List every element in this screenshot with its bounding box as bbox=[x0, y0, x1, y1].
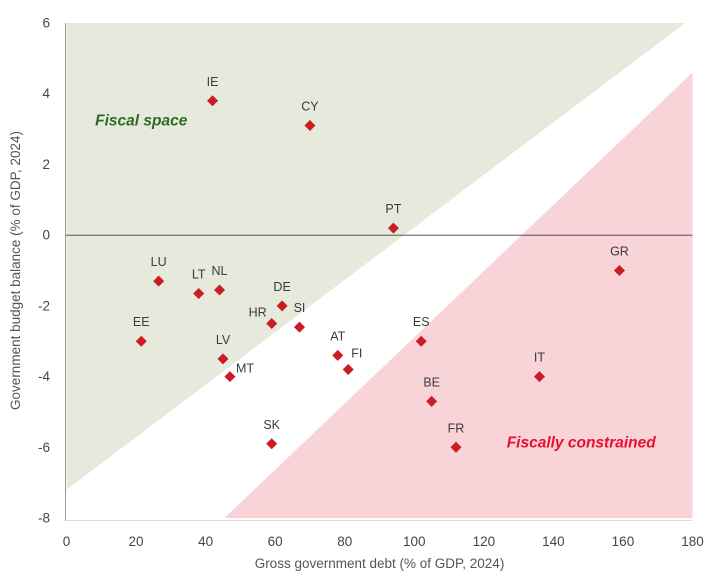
point-label-LT: LT bbox=[192, 267, 206, 281]
region-fiscal-space bbox=[66, 23, 686, 490]
point-label-LU: LU bbox=[151, 255, 167, 269]
y-tick-6: 6 bbox=[42, 16, 50, 31]
point-label-IT: IT bbox=[534, 351, 545, 365]
data-point-NL bbox=[214, 284, 226, 296]
data-point-FI bbox=[342, 364, 354, 375]
y-tick--8: -8 bbox=[38, 511, 50, 526]
data-point-BE bbox=[426, 395, 438, 407]
data-point-IE bbox=[207, 95, 219, 107]
y-tick--4: -4 bbox=[38, 369, 50, 384]
point-label-MT: MT bbox=[236, 362, 254, 376]
region-annotation-fiscal-space: Fiscal space bbox=[95, 113, 188, 130]
point-label-FR: FR bbox=[448, 421, 465, 435]
point-label-BE: BE bbox=[423, 375, 440, 389]
point-label-EE: EE bbox=[133, 315, 150, 329]
x-tick-100: 100 bbox=[403, 534, 426, 549]
data-point-SK bbox=[266, 438, 278, 450]
y-tick-0: 0 bbox=[42, 228, 50, 243]
x-tick-140: 140 bbox=[542, 534, 565, 549]
point-label-NL: NL bbox=[212, 264, 228, 278]
point-label-CY: CY bbox=[301, 100, 319, 114]
x-tick-20: 20 bbox=[129, 534, 144, 549]
data-point-LT bbox=[193, 287, 205, 299]
point-label-IE: IE bbox=[207, 75, 219, 89]
data-point-IT bbox=[533, 371, 545, 383]
point-label-HR: HR bbox=[249, 306, 267, 320]
data-point-DE bbox=[276, 300, 288, 312]
y-tick-4: 4 bbox=[42, 86, 50, 101]
point-label-LV: LV bbox=[216, 333, 231, 347]
x-tick-80: 80 bbox=[337, 534, 352, 549]
y-tick-2: 2 bbox=[42, 157, 50, 172]
point-label-SK: SK bbox=[263, 418, 280, 432]
point-label-PT: PT bbox=[385, 202, 401, 216]
x-tick-120: 120 bbox=[473, 534, 496, 549]
data-point-MT bbox=[224, 371, 236, 383]
point-label-FI: FI bbox=[351, 347, 362, 361]
x-axis-title: Gross government debt (% of GDP, 2024) bbox=[255, 556, 505, 571]
data-point-HR bbox=[266, 318, 278, 330]
y-axis-title: Government budget balance (% of GDP, 202… bbox=[8, 131, 23, 410]
x-tick-40: 40 bbox=[198, 534, 213, 549]
data-point-SI bbox=[294, 321, 306, 333]
y-tick--2: -2 bbox=[38, 298, 50, 313]
x-tick-60: 60 bbox=[268, 534, 283, 549]
x-tick-180: 180 bbox=[681, 534, 704, 549]
data-point-EE bbox=[135, 335, 147, 347]
data-point-GR bbox=[613, 265, 625, 276]
x-tick-160: 160 bbox=[612, 534, 635, 549]
region-fiscally-constrained bbox=[224, 72, 693, 518]
y-tick--6: -6 bbox=[38, 440, 50, 455]
region-annotation-fiscally-constrained: Fiscally constrained bbox=[507, 434, 657, 451]
data-point-FR bbox=[450, 441, 462, 453]
data-point-LU bbox=[153, 275, 165, 287]
data-point-ES bbox=[415, 335, 427, 347]
data-point-AT bbox=[332, 349, 344, 361]
point-label-DE: DE bbox=[273, 280, 290, 294]
data-point-LV bbox=[217, 353, 229, 365]
point-label-GR: GR bbox=[610, 245, 629, 259]
point-label-SI: SI bbox=[294, 301, 306, 315]
x-tick-0: 0 bbox=[63, 534, 71, 549]
data-point-PT bbox=[387, 222, 399, 234]
data-point-CY bbox=[304, 120, 316, 132]
point-label-ES: ES bbox=[413, 315, 430, 329]
point-label-AT: AT bbox=[330, 329, 345, 343]
